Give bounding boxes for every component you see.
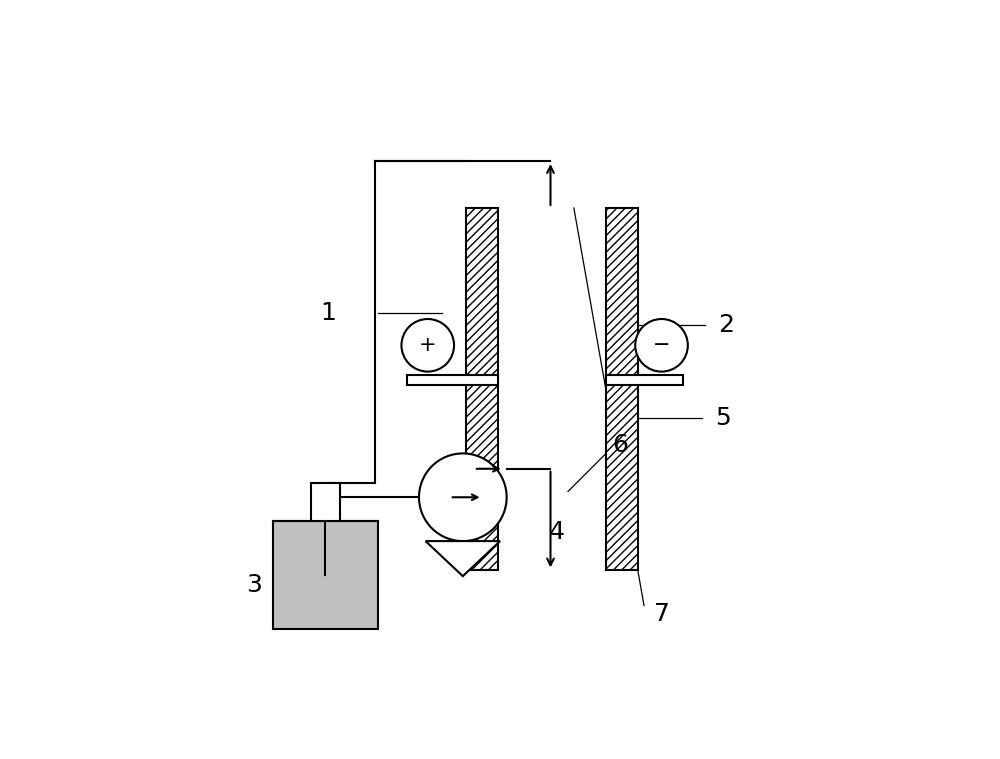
Text: −: − (653, 335, 670, 355)
Text: 4: 4 (548, 521, 564, 544)
Text: +: + (419, 335, 437, 355)
Text: 1: 1 (320, 301, 336, 325)
Circle shape (419, 453, 507, 541)
Text: 2: 2 (718, 313, 734, 337)
Circle shape (401, 319, 454, 372)
Bar (606, 208, 638, 570)
Text: 6: 6 (613, 433, 629, 457)
Text: 7: 7 (654, 602, 669, 626)
Bar (311, 483, 340, 521)
Circle shape (635, 319, 688, 372)
Bar (606, 374, 683, 385)
Bar (466, 208, 498, 570)
Polygon shape (426, 541, 500, 576)
Bar (407, 374, 498, 385)
Text: 3: 3 (246, 573, 262, 597)
Text: 5: 5 (715, 406, 731, 430)
Bar (273, 521, 378, 628)
